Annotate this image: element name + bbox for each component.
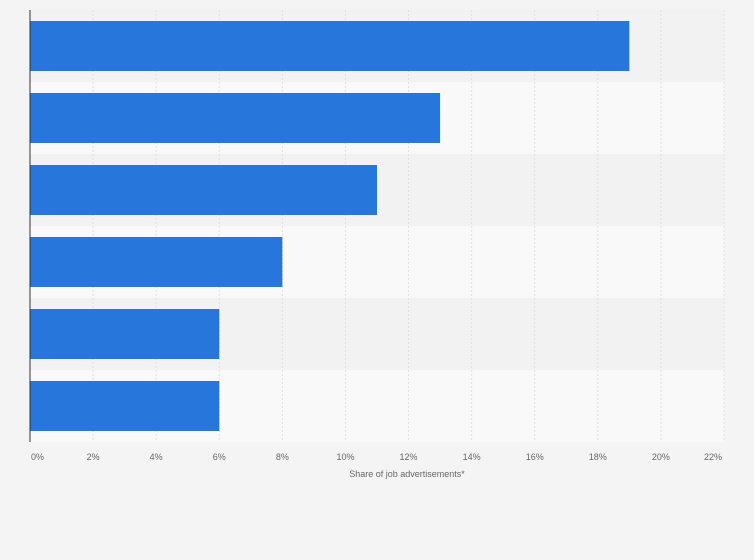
bar xyxy=(30,237,283,287)
bar xyxy=(30,165,377,215)
x-tick-label: 16% xyxy=(526,452,544,462)
x-tick-label: 8% xyxy=(276,452,289,462)
x-tick-label: 0% xyxy=(31,452,44,462)
x-axis-title: Share of job advertisements* xyxy=(349,469,465,479)
bar xyxy=(30,21,630,71)
bar xyxy=(30,93,441,143)
x-tick-label: 4% xyxy=(150,452,163,462)
bars xyxy=(30,21,630,431)
x-tick-label: 6% xyxy=(213,452,226,462)
x-tick-label: 18% xyxy=(589,452,607,462)
x-tick-label: 10% xyxy=(336,452,354,462)
x-tick-label: 14% xyxy=(463,452,481,462)
x-tick-labels: 0% 2% 4% 6% 8% 10% 12% 14% 16% 18% 20% 22% xyxy=(31,452,722,462)
bar xyxy=(30,309,220,359)
x-tick-label: 2% xyxy=(87,452,100,462)
row-bands xyxy=(30,10,724,442)
x-tick-label: 20% xyxy=(652,452,670,462)
x-tick-label: 12% xyxy=(400,452,418,462)
gridlines xyxy=(92,10,725,442)
x-tick-label: 22% xyxy=(704,452,722,462)
bar xyxy=(30,381,220,431)
